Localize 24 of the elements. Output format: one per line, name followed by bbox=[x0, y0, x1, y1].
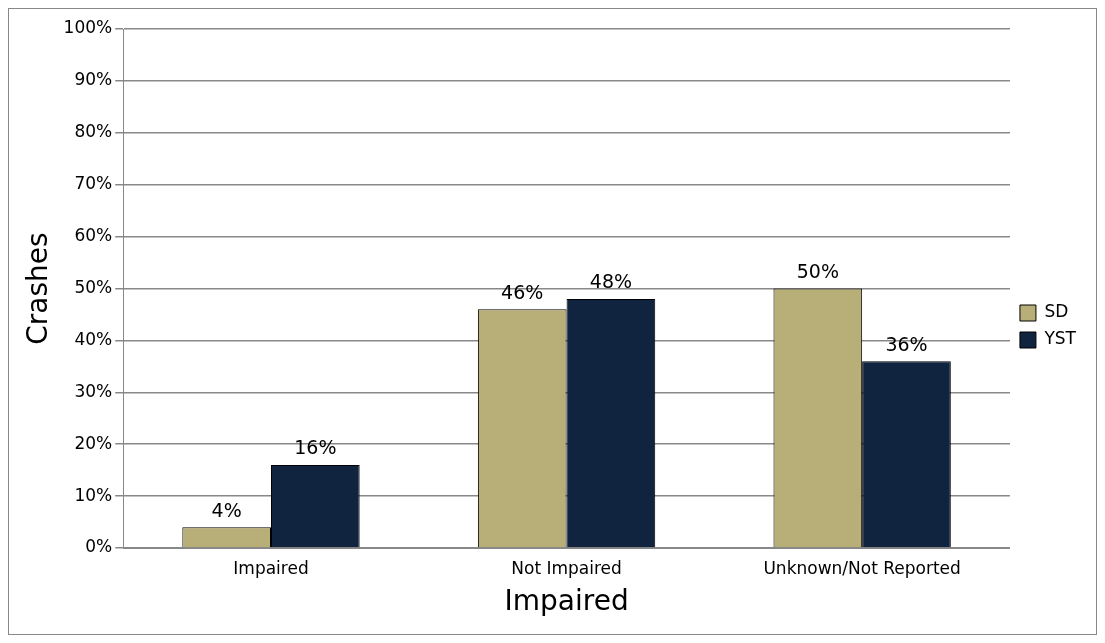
y-tick-label: 0% bbox=[85, 536, 113, 557]
x-axis-title: Impaired bbox=[504, 584, 629, 618]
legend-label: SD bbox=[1044, 301, 1069, 322]
y-tick-label: 50% bbox=[74, 276, 113, 297]
y-tick-label: 80% bbox=[74, 121, 113, 142]
y-tick-label: 20% bbox=[74, 432, 113, 453]
x-tick-label: Not Impaired bbox=[511, 557, 622, 578]
y-tick-label: 90% bbox=[74, 69, 113, 90]
x-tick-label: Unknown/Not Reported bbox=[763, 557, 961, 578]
y-axis-title: Crashes bbox=[21, 232, 55, 345]
y-tick-label: 70% bbox=[74, 173, 113, 194]
y-tick-label: 30% bbox=[74, 380, 113, 401]
data-label: 46% bbox=[501, 280, 544, 303]
y-tick-label: 60% bbox=[74, 225, 113, 246]
data-label: 36% bbox=[885, 332, 928, 355]
legend-label: YST bbox=[1043, 328, 1077, 349]
x-tick-label: Impaired bbox=[233, 557, 309, 578]
y-tick-label: 100% bbox=[63, 17, 113, 38]
y-tick-label: 10% bbox=[74, 484, 113, 505]
data-label: 4% bbox=[211, 498, 242, 521]
data-label: 50% bbox=[796, 259, 839, 282]
data-label: 48% bbox=[589, 270, 633, 293]
y-tick-label: 40% bbox=[74, 328, 113, 349]
data-label: 16% bbox=[294, 436, 337, 459]
